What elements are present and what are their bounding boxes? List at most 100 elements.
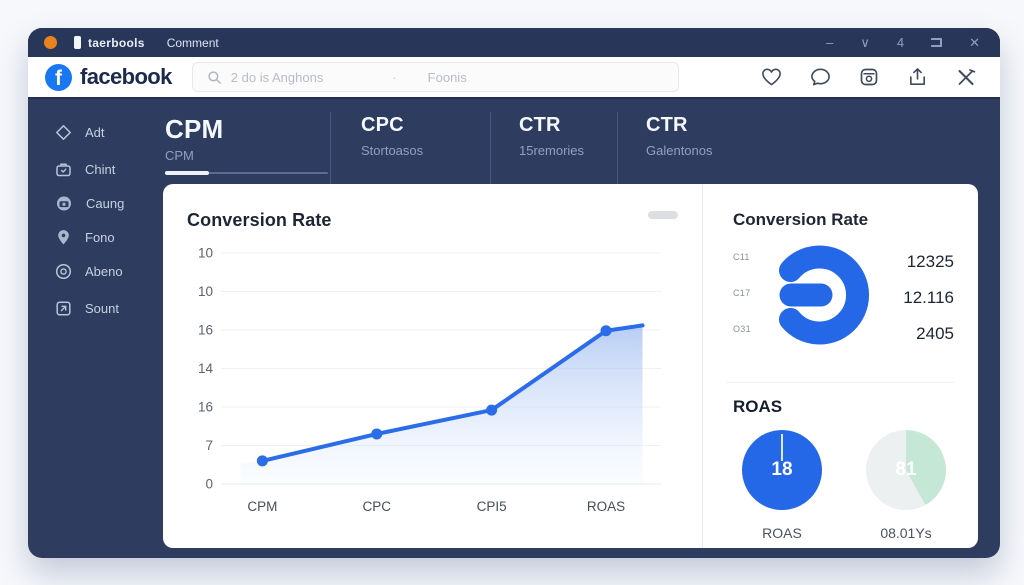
main-content: CPM CPM CPC Stortoasos CTR 15remories CT…: [160, 99, 1000, 556]
svg-text:0: 0: [205, 477, 213, 492]
kpi-cpm[interactable]: CPM CPM: [163, 112, 330, 184]
tools-icon[interactable]: [956, 67, 976, 87]
pie-needle: [781, 434, 783, 461]
pie-chart-mint: 81: [866, 430, 946, 510]
brand-name: facebook: [80, 64, 172, 89]
sidebar-label: Caung: [86, 195, 125, 211]
sidebar-label: Adt: [85, 124, 105, 140]
svg-text:CPI5: CPI5: [477, 499, 507, 514]
conversion-line-chart: 10 10 16 14 16 7 0 CPM CPC CPI5 ROAS: [198, 246, 661, 514]
briefcase-icon: [56, 162, 71, 176]
pie-chart-blue: 18: [742, 430, 822, 510]
chevron-down-icon[interactable]: ∨: [860, 35, 870, 50]
sidebar-label: Fono: [85, 229, 115, 245]
pie-roas[interactable]: 18 ROAS: [741, 430, 823, 541]
stat-value: 2405: [916, 324, 954, 343]
svg-text:10: 10: [198, 246, 213, 261]
minimize-button[interactable]: –: [826, 35, 834, 50]
kpi-progress-fill: [165, 171, 209, 175]
stat-value: 12.116: [903, 288, 954, 307]
kpi-cpc[interactable]: CPC Stortoasos: [330, 112, 490, 184]
stat-value: 12325: [906, 252, 954, 271]
sidebar-label: Abeno: [85, 263, 123, 279]
camera-icon: [57, 196, 71, 210]
pie-value: 18: [771, 459, 793, 480]
chart-menu-button[interactable]: [648, 211, 678, 219]
location-pin-icon: [58, 229, 69, 244]
sidebar-label: Sount: [85, 300, 119, 316]
svg-text:14: 14: [198, 361, 214, 376]
search-placeholder-2: Foonis: [427, 69, 467, 85]
chart-title: Conversion Rate: [187, 210, 332, 230]
kpi-ctr[interactable]: CTR 15remories: [490, 112, 617, 184]
pie-mint[interactable]: 81 08.01Ys: [865, 430, 947, 541]
kpi-subtitle: CPM: [165, 148, 194, 163]
line-chart-section: Conversion Rate 10 10 16 14 16 7 0 CPM CPC CPI5 RO…: [163, 184, 702, 548]
kpi-subtitle: Galentonos: [646, 143, 713, 158]
window-controls: – ∨ 4 ✕: [826, 36, 980, 49]
svg-text:16: 16: [198, 323, 213, 338]
heart-icon[interactable]: [761, 67, 782, 87]
pie-label: ROAS: [762, 525, 802, 541]
conversion-stats: C11 12325 C17 12.116 O31 2405: [733, 242, 954, 370]
target-icon: [55, 263, 72, 279]
kpi-title: CPM: [165, 114, 224, 144]
badge-count: 4: [896, 35, 905, 50]
panel-divider: [727, 382, 954, 383]
panel-title: Conversion Rate: [733, 210, 869, 229]
pie-value: 81: [895, 459, 917, 480]
comment-icon[interactable]: [810, 67, 831, 87]
svg-text:10: 10: [198, 284, 213, 299]
donut-arc-icon: [779, 245, 869, 345]
app-icon: [74, 36, 81, 49]
dashboard-card: Conversion Rate 10 10 16 14 16 7 0 CPM CPC CPI5 RO…: [163, 184, 978, 548]
search-input[interactable]: 2 do is Anghons · Foonis: [191, 62, 679, 92]
kpi-row: CPM CPM CPC Stortoasos CTR 15remories CT…: [163, 99, 978, 184]
app-dot-icon: [44, 36, 57, 49]
stat-label: O31: [733, 324, 751, 334]
sidebar-item-fono[interactable]: Fono: [28, 220, 160, 254]
kpi-subtitle: Stortoasos: [361, 143, 424, 158]
menu-item-comment[interactable]: Comment: [166, 35, 219, 50]
roas-title: ROAS: [733, 397, 783, 416]
search-placeholder: 2 do is Anghons: [230, 69, 324, 85]
export-icon: [56, 300, 71, 316]
kpi-ctr-2[interactable]: CTR Galentonos: [617, 112, 978, 184]
kpi-progress-bar: [165, 171, 328, 175]
roas-pies: 18 ROAS 81 08.01Ys: [733, 430, 954, 541]
sidebar-item-chint[interactable]: Chint: [28, 152, 160, 186]
app-body: Adt Chint Cau: [28, 99, 1000, 556]
diamond-icon: [56, 124, 71, 140]
card-divider: [702, 184, 703, 548]
sidebar-item-adt[interactable]: Adt: [28, 115, 160, 149]
sidebar-label: Chint: [85, 161, 116, 177]
search-separator: ·: [392, 69, 397, 85]
pie-label: 08.01Ys: [880, 525, 932, 541]
camera-box-icon[interactable]: [859, 67, 879, 87]
svg-text:CPC: CPC: [363, 499, 392, 514]
share-icon[interactable]: [907, 67, 928, 87]
sidebar-item-caung[interactable]: Caung: [28, 186, 160, 220]
kpi-title: CTR: [646, 114, 688, 136]
stat-label: C11: [733, 252, 750, 262]
svg-text:ROAS: ROAS: [587, 499, 625, 514]
header-actions: [761, 67, 980, 87]
sidebar-item-sount[interactable]: Sount: [28, 291, 160, 325]
stats-panel: Conversion Rate C11 12325 C17 12.116 O31: [703, 184, 978, 548]
app-name: taerbools: [88, 35, 145, 50]
svg-text:7: 7: [205, 438, 213, 453]
close-button[interactable]: ✕: [969, 35, 980, 50]
sidebar: Adt Chint Cau: [28, 99, 160, 556]
kpi-title: CPC: [361, 114, 404, 136]
svg-text:CPM: CPM: [247, 499, 277, 514]
facebook-logo[interactable]: f facebook: [45, 63, 172, 91]
restore-button[interactable]: [931, 38, 943, 47]
app-window: taerbools Comment – ∨ 4 ✕ f facebook 2: [28, 28, 1000, 558]
search-icon: [208, 70, 221, 84]
window-titlebar: taerbools Comment – ∨ 4 ✕: [28, 28, 1000, 57]
kpi-title: CTR: [519, 114, 561, 136]
facebook-f-icon: f: [45, 63, 72, 91]
sidebar-item-abeno[interactable]: Abeno: [28, 254, 160, 288]
app-header: f facebook 2 do is Anghons · Foonis: [28, 57, 1000, 99]
